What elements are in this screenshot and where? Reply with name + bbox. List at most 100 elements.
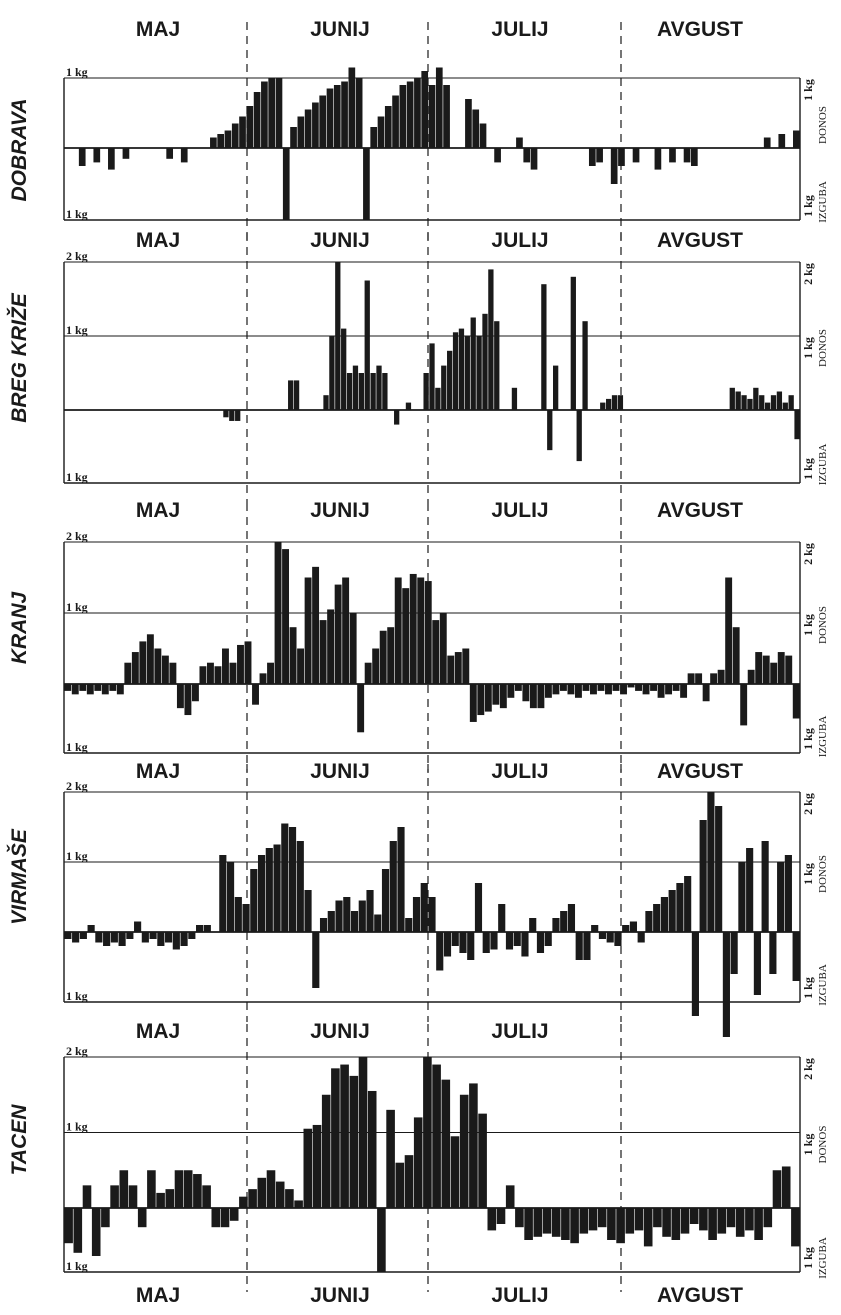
bar bbox=[746, 848, 754, 932]
bar bbox=[435, 67, 443, 148]
bar bbox=[349, 613, 357, 684]
bar bbox=[414, 78, 421, 148]
bar bbox=[642, 684, 650, 695]
bar bbox=[141, 932, 149, 943]
bar bbox=[541, 284, 547, 410]
left-tick-label: 1 kg bbox=[66, 1259, 88, 1273]
bar bbox=[312, 566, 320, 684]
bar bbox=[79, 684, 87, 691]
bar bbox=[547, 410, 553, 451]
panel-2: MAJ JUNIJ JULIJ AVGUST KRANJ 2 kg 1 kg 1 kg 2 kg… bbox=[8, 499, 829, 773]
bar bbox=[374, 914, 382, 932]
bar bbox=[428, 897, 436, 932]
bar bbox=[199, 666, 207, 684]
bar bbox=[110, 932, 118, 943]
left-tick-label: 1 kg bbox=[66, 323, 88, 337]
left-tick-label: 2 kg bbox=[66, 249, 88, 263]
bar bbox=[146, 634, 154, 684]
bar bbox=[715, 806, 723, 932]
bar bbox=[477, 684, 485, 716]
bar bbox=[94, 684, 102, 691]
bar bbox=[95, 932, 103, 943]
bar bbox=[699, 820, 707, 932]
bar bbox=[759, 395, 765, 410]
bar bbox=[741, 395, 747, 410]
bar bbox=[180, 148, 188, 163]
bar bbox=[597, 684, 605, 691]
bar bbox=[405, 402, 412, 410]
bar bbox=[777, 862, 785, 932]
bar bbox=[470, 317, 476, 410]
bar bbox=[312, 932, 320, 988]
bar bbox=[296, 841, 304, 932]
month-label: MAJ bbox=[136, 760, 180, 783]
bar bbox=[575, 932, 583, 960]
bar bbox=[478, 1113, 487, 1209]
bar bbox=[93, 148, 101, 163]
right-tick-label: 1 kg bbox=[801, 977, 815, 999]
bar bbox=[273, 844, 281, 932]
bar bbox=[643, 1208, 653, 1247]
bar bbox=[312, 102, 319, 148]
bar bbox=[386, 1109, 395, 1208]
bar bbox=[530, 148, 538, 170]
bar bbox=[494, 321, 500, 410]
bar bbox=[119, 1170, 129, 1208]
bar bbox=[634, 1208, 644, 1231]
bar bbox=[303, 1128, 313, 1208]
left-tick-label: 2 kg bbox=[66, 529, 88, 543]
bar bbox=[73, 1208, 83, 1253]
bar bbox=[747, 398, 753, 410]
bar bbox=[363, 148, 370, 220]
bar bbox=[669, 148, 676, 163]
bar bbox=[82, 1185, 92, 1208]
bar bbox=[239, 116, 246, 148]
bar bbox=[196, 925, 204, 932]
bar bbox=[157, 932, 165, 946]
bar bbox=[618, 148, 625, 166]
bar bbox=[753, 932, 761, 995]
bar bbox=[794, 410, 800, 440]
bar bbox=[417, 577, 425, 684]
right-tick-label: 1 kg bbox=[801, 1247, 815, 1269]
chart-panels: MAJ JUNIJ JULIJ AVGUST DOBRAVA 1 kg 1 kg 1 kg 1 … bbox=[7, 18, 829, 1307]
bar bbox=[428, 85, 436, 148]
month-label: JUNIJ bbox=[310, 1020, 370, 1043]
bar bbox=[607, 1208, 616, 1240]
right-tick-label: 2 kg bbox=[801, 793, 815, 815]
month-label: JULIJ bbox=[491, 499, 548, 522]
bar bbox=[576, 410, 582, 462]
bar bbox=[490, 932, 498, 950]
bar bbox=[235, 410, 241, 421]
bar bbox=[684, 876, 692, 932]
bar bbox=[689, 1208, 699, 1224]
bar bbox=[420, 883, 428, 932]
bar bbox=[334, 584, 342, 684]
station-label: VIRMAŠE bbox=[7, 828, 31, 925]
bar bbox=[217, 134, 225, 148]
donos-label: DONOS bbox=[817, 855, 829, 893]
bar bbox=[635, 684, 642, 691]
bar bbox=[110, 1185, 119, 1208]
bar bbox=[122, 148, 130, 159]
month-label: MAJ bbox=[136, 1020, 180, 1043]
bar bbox=[680, 684, 688, 698]
bar bbox=[370, 127, 378, 148]
month-label: MAJ bbox=[136, 229, 180, 252]
izguba-label: IZGUBA bbox=[817, 716, 829, 758]
bar bbox=[290, 127, 297, 148]
bar bbox=[289, 627, 297, 684]
month-label: MAJ bbox=[136, 18, 180, 41]
bar bbox=[285, 1189, 294, 1209]
bar bbox=[722, 932, 730, 1037]
bar bbox=[421, 71, 429, 148]
bar bbox=[379, 630, 387, 684]
month-label: MAJ bbox=[136, 499, 180, 522]
bar bbox=[650, 684, 658, 691]
left-tick-label: 1 kg bbox=[66, 207, 88, 221]
bar bbox=[781, 1166, 791, 1208]
right-tick-label: 1 kg bbox=[801, 195, 815, 217]
bar bbox=[544, 932, 552, 946]
bar bbox=[288, 380, 294, 410]
